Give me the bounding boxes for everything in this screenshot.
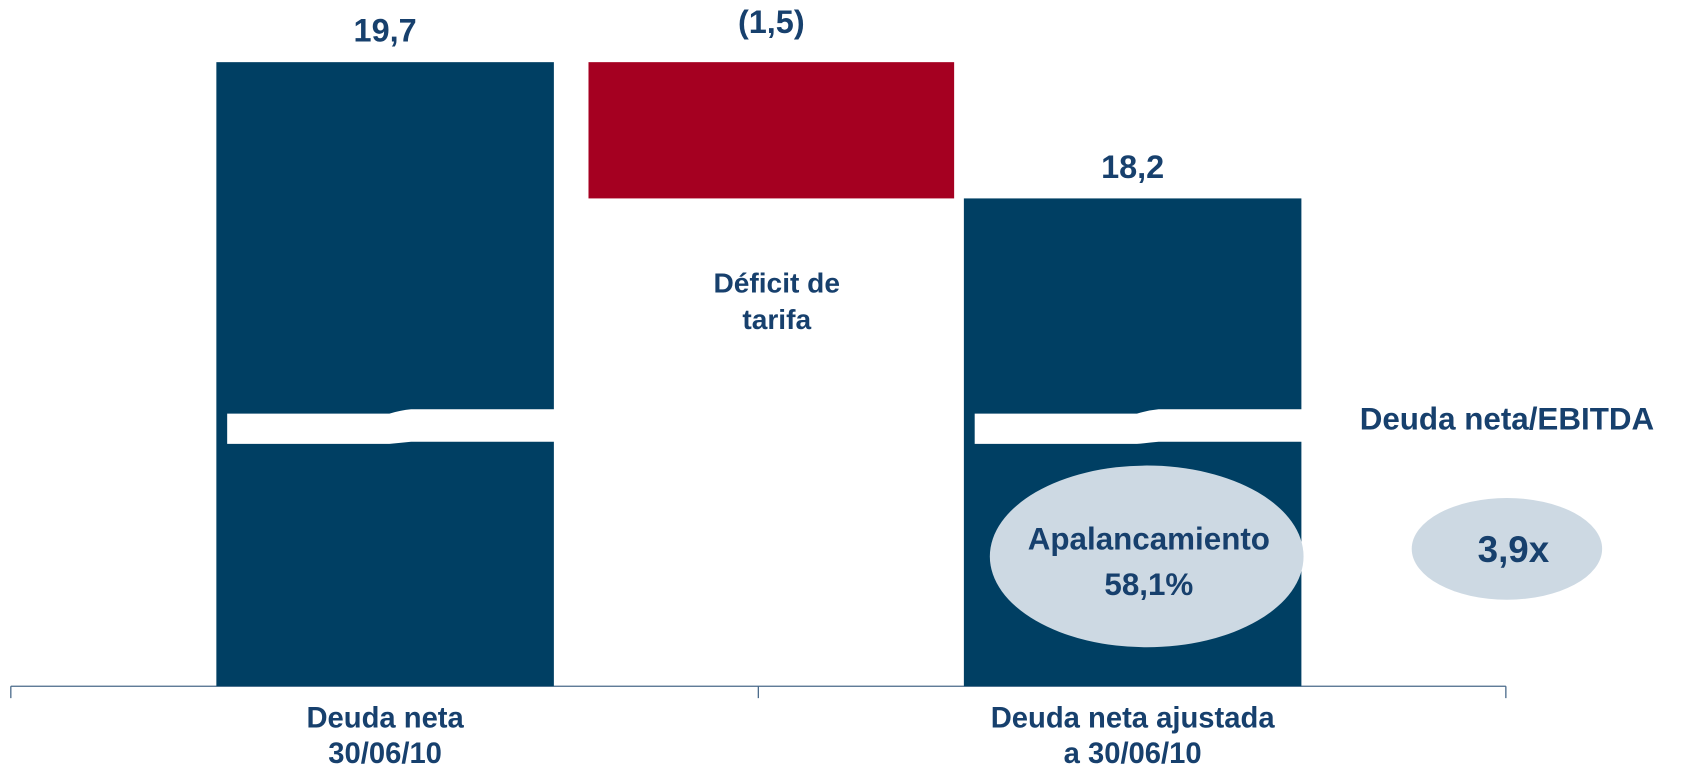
value-label: (1,5) bbox=[738, 4, 805, 40]
value-label: 19,7 bbox=[354, 13, 417, 49]
annotation: Deuda neta/EBITDA bbox=[1360, 401, 1654, 436]
axis-breaks bbox=[227, 409, 1303, 444]
bar-label: tarifa bbox=[742, 304, 811, 335]
x-tick-label: 30/06/10 bbox=[328, 738, 442, 770]
annotation-bubble bbox=[1411, 498, 1603, 600]
axis-break bbox=[974, 409, 1303, 444]
x-tick-label: Deuda neta ajustada bbox=[991, 702, 1276, 734]
x-tick-label: Deuda neta bbox=[306, 702, 464, 734]
value-label: 18,2 bbox=[1101, 149, 1164, 185]
x-tick-label: a 30/06/10 bbox=[1064, 738, 1202, 770]
bar bbox=[588, 62, 955, 199]
annotation: 3,9x bbox=[1478, 529, 1550, 570]
bar-label: Déficit de bbox=[713, 267, 840, 298]
annotation: 58,1% bbox=[1104, 567, 1193, 602]
axis-break bbox=[227, 409, 555, 444]
annotation: Apalancamiento bbox=[1028, 522, 1270, 557]
annotation-bubble bbox=[989, 465, 1304, 648]
bar bbox=[216, 62, 554, 687]
